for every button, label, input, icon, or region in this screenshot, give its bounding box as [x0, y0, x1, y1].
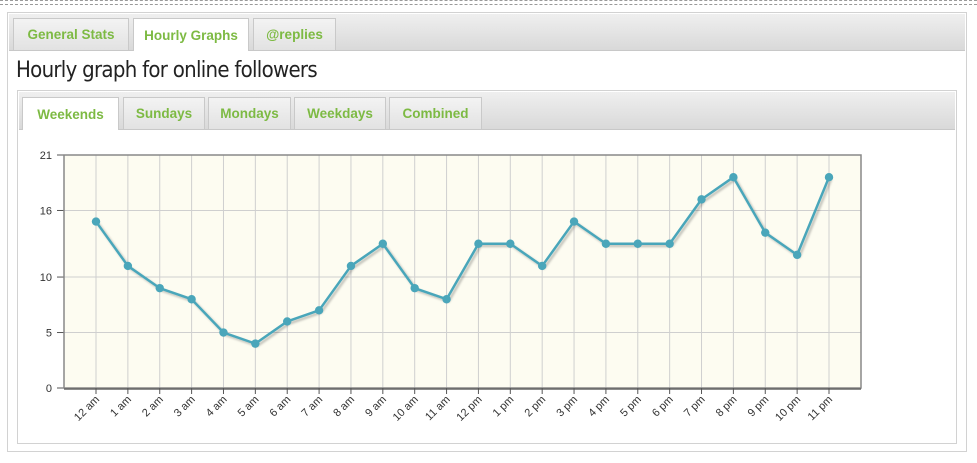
series-line: [94, 175, 831, 345]
data-point-6-pm[interactable]: [665, 239, 674, 248]
data-point-2-am[interactable]: [155, 283, 164, 293]
tab-combined[interactable]: Combined: [389, 97, 482, 129]
x-tick-label: 1 am: [108, 394, 134, 420]
data-point-11-pm[interactable]: [824, 172, 834, 182]
x-tick-label: 10 pm: [773, 394, 803, 424]
x-tick-label: 5 am: [236, 394, 262, 420]
data-point-3-am[interactable]: [187, 295, 196, 304]
data-point-12-pm[interactable]: [474, 239, 483, 248]
data-point-10-am[interactable]: [410, 283, 419, 293]
x-tick-label: 8 pm: [714, 394, 740, 420]
x-tick-label: 11 am: [423, 394, 453, 424]
tab-replies[interactable]: @replies: [253, 18, 336, 50]
data-point-6-am[interactable]: [283, 317, 292, 326]
main-tabbar: General Stats Hourly Graphs @replies: [9, 14, 965, 51]
data-point-4-am[interactable]: [219, 328, 228, 337]
x-tick-label: 3 pm: [554, 394, 580, 420]
x-tick-label: 4 pm: [586, 394, 612, 420]
data-point-8-am[interactable]: [346, 261, 356, 271]
tab-sundays[interactable]: Sundays: [123, 97, 205, 129]
x-tick-label: 4 am: [204, 394, 230, 420]
y-tick-label: 0: [46, 383, 52, 395]
y-tick-label: 21: [40, 150, 52, 162]
data-point-10-pm[interactable]: [792, 250, 802, 260]
x-tick-label: 2 pm: [523, 394, 549, 420]
y-tick-label: 10: [40, 272, 52, 284]
chart-series: [91, 172, 834, 348]
data-point-9-pm[interactable]: [761, 228, 770, 237]
x-tick-label: 1 pm: [491, 394, 517, 420]
data-point-5-pm[interactable]: [633, 239, 642, 248]
day-filter-tabbar: Weekends Sundays Mondays Weekdays Combin…: [19, 92, 955, 130]
tab-weekends[interactable]: Weekends: [22, 97, 119, 130]
data-point-7-pm[interactable]: [697, 195, 706, 204]
y-tick-label: 16: [40, 205, 52, 217]
tab-hourly-graphs[interactable]: Hourly Graphs: [133, 18, 249, 51]
x-tick-label: 8 am: [331, 394, 357, 420]
data-point-4-pm[interactable]: [601, 239, 611, 248]
data-point-1-am[interactable]: [123, 261, 133, 271]
x-tick-label: 7 pm: [682, 394, 708, 420]
x-tick-label: 5 pm: [618, 394, 644, 420]
top-divider: [0, 0, 977, 5]
x-tick-label: 6 pm: [650, 394, 676, 420]
data-point-1-pm[interactable]: [506, 239, 515, 248]
tab-general-stats[interactable]: General Stats: [13, 18, 129, 50]
data-point-12-am[interactable]: [91, 217, 101, 226]
page-title: Hourly graph for online followers: [16, 58, 318, 83]
x-tick-label: 3 am: [172, 394, 198, 420]
data-point-8-pm[interactable]: [729, 172, 738, 182]
data-point-5-am[interactable]: [251, 339, 260, 348]
x-tick-label: 6 am: [268, 394, 294, 420]
tab-mondays[interactable]: Mondays: [208, 97, 291, 129]
x-tick-label: 9 am: [363, 394, 389, 420]
x-tick-label: 11 pm: [806, 394, 836, 424]
plot-frame: [63, 154, 862, 389]
data-point-3-pm[interactable]: [569, 217, 579, 226]
data-point-2-pm[interactable]: [537, 261, 547, 271]
data-point-11-am[interactable]: [442, 295, 451, 304]
x-tick-label: 9 pm: [746, 394, 772, 420]
data-point-9-am[interactable]: [378, 239, 388, 248]
data-point-7-am[interactable]: [314, 306, 324, 315]
tab-weekdays[interactable]: Weekdays: [294, 97, 386, 129]
x-tick-label: 2 am: [140, 394, 166, 420]
x-tick-label: 12 pm: [454, 394, 484, 424]
x-tick-label: 7 am: [299, 394, 325, 420]
x-tick-label: 12 am: [72, 394, 102, 424]
y-tick-label: 5: [46, 328, 52, 340]
x-tick-label: 10 am: [391, 394, 421, 424]
